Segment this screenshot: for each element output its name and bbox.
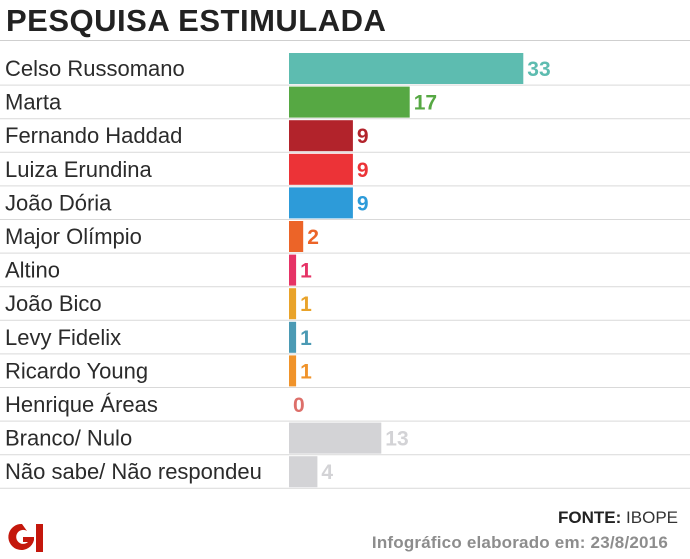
g1-logo-icon (8, 523, 43, 552)
value-label: 9 (357, 125, 369, 148)
category-label: Luiza Erundina (5, 157, 153, 182)
category-label: Altino (5, 258, 60, 283)
value-label: 33 (527, 58, 550, 81)
category-label: Marta (5, 90, 62, 115)
bar (289, 221, 304, 252)
source-name: IBOPE (626, 508, 678, 527)
value-label: 0 (293, 394, 305, 417)
chart-title: PESQUISA ESTIMULADA (6, 3, 387, 38)
source-line: FONTE: IBOPE (558, 508, 678, 528)
category-label: Levy Fidelix (5, 325, 121, 350)
value-label: 4 (321, 461, 333, 484)
category-label: Henrique Áreas (5, 392, 158, 417)
value-label: 17 (414, 92, 437, 115)
bar (289, 187, 353, 219)
category-label: Celso Russomano (5, 56, 185, 81)
category-label: João Dória (5, 190, 112, 215)
value-label: 13 (385, 428, 408, 451)
category-label: Branco/ Nulo (5, 426, 132, 451)
value-label: 9 (357, 192, 369, 215)
title-divider (0, 40, 690, 41)
bar (289, 288, 297, 320)
bar-chart: Celso Russomano 33 Marta 17 Fernando Haddad 9… (0, 53, 690, 489)
value-label: 1 (300, 360, 312, 383)
bar (289, 120, 353, 152)
source-label: FONTE: (558, 508, 622, 527)
category-label: Ricardo Young (5, 358, 148, 383)
value-label: 1 (300, 260, 312, 283)
value-label: 2 (307, 226, 319, 249)
category-label: João Bico (5, 291, 102, 316)
bar (289, 355, 297, 387)
category-label: Não sabe/ Não respondeu (5, 459, 262, 484)
category-label: Fernando Haddad (5, 123, 182, 148)
bar (289, 422, 382, 454)
bar (289, 153, 353, 185)
category-label: Major Olímpio (5, 224, 142, 249)
bar (289, 53, 524, 84)
value-label: 1 (300, 327, 312, 350)
bar (289, 86, 410, 118)
bar (289, 321, 297, 353)
bar (289, 456, 318, 488)
credit-line: Infográfico elaborado em: 23/8/2016 (371, 533, 668, 552)
g1-logo (6, 522, 46, 554)
value-label: 9 (357, 159, 369, 182)
bar (289, 254, 297, 286)
value-label: 1 (300, 293, 312, 316)
